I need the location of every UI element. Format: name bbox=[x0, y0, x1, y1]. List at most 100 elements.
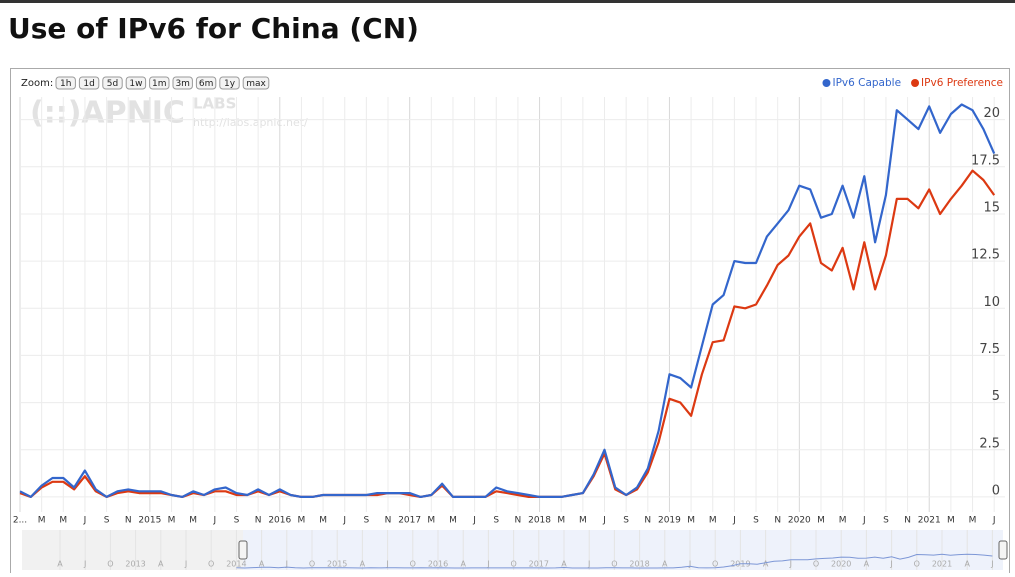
x-tick-label: M bbox=[839, 516, 847, 526]
y-tick-label: 12.5 bbox=[971, 248, 1000, 263]
x-tick-label: J bbox=[992, 516, 996, 526]
x-tick-label: 2016 bbox=[268, 516, 291, 526]
x-tick-label: M bbox=[969, 516, 977, 526]
navigator-handle[interactable] bbox=[998, 540, 1008, 560]
navigator-label: O bbox=[914, 560, 920, 569]
zoom-button-label[interactable]: 1d bbox=[83, 79, 94, 89]
x-tick-label: 2021 bbox=[918, 516, 941, 526]
x-tick-label: S bbox=[493, 516, 499, 526]
x-tick-label: J bbox=[342, 516, 346, 526]
y-tick-label: 20 bbox=[983, 106, 1000, 121]
navigator-label: 2021 bbox=[932, 560, 952, 569]
navigator-label: J bbox=[789, 560, 792, 569]
series-line bbox=[19, 103, 996, 498]
x-tick-label: N bbox=[515, 516, 522, 526]
zoom-button[interactable] bbox=[172, 76, 193, 90]
navigator-label: A bbox=[259, 560, 265, 569]
x-tick-label: M bbox=[449, 516, 457, 526]
navigator-label: J bbox=[285, 560, 288, 569]
navigator-label: J bbox=[688, 560, 691, 569]
navigator-label: J bbox=[184, 560, 187, 569]
zoom-button[interactable] bbox=[125, 76, 147, 90]
y-tick-label: 17.5 bbox=[971, 153, 1000, 168]
navigator-handle[interactable] bbox=[238, 540, 248, 560]
x-tick-label: N bbox=[644, 516, 651, 526]
legend-label[interactable]: IPv6 Preference bbox=[921, 77, 1003, 89]
navigator-line bbox=[236, 553, 993, 569]
page-title: Use of IPv6 for China (CN) bbox=[8, 12, 419, 45]
x-tick-label: S bbox=[753, 516, 759, 526]
x-tick-label: S bbox=[364, 516, 370, 526]
zoom-button-label[interactable]: 6m bbox=[199, 79, 214, 89]
navigator-label: 2017 bbox=[529, 560, 549, 569]
zoom-button[interactable] bbox=[149, 76, 170, 90]
zoom-button[interactable] bbox=[102, 76, 123, 90]
navigator-label: O bbox=[611, 560, 617, 569]
x-tick-label: J bbox=[602, 516, 606, 526]
zoom-label: Zoom: bbox=[21, 78, 53, 89]
x-tick-label: S bbox=[234, 516, 240, 526]
y-tick-label: 7.5 bbox=[979, 342, 1000, 357]
navigator-label: J bbox=[889, 560, 892, 569]
navigator-label: A bbox=[763, 560, 769, 569]
x-tick-label: S bbox=[883, 516, 889, 526]
x-tick-label: 2015 bbox=[138, 516, 161, 526]
x-tick-label: M bbox=[38, 516, 46, 526]
navigator-label: O bbox=[309, 560, 315, 569]
zoom-button-label[interactable]: 5d bbox=[107, 79, 118, 89]
x-tick-label: J bbox=[83, 516, 87, 526]
navigator-label: O bbox=[107, 560, 113, 569]
navigator-label: A bbox=[561, 560, 567, 569]
navigator-label: O bbox=[208, 560, 214, 569]
legend-label[interactable]: IPv6 Capable bbox=[832, 77, 901, 89]
x-tick-label: M bbox=[709, 516, 717, 526]
x-tick-label: S bbox=[623, 516, 629, 526]
x-tick-label: M bbox=[817, 516, 825, 526]
navigator-label: 2018 bbox=[629, 560, 649, 569]
zoom-button[interactable] bbox=[195, 76, 217, 90]
x-tick-label: M bbox=[189, 516, 197, 526]
navigator-label: A bbox=[662, 560, 668, 569]
navigator-label: A bbox=[158, 560, 164, 569]
zoom-button-label[interactable]: 1m bbox=[152, 79, 167, 89]
legend-marker[interactable] bbox=[822, 79, 831, 87]
y-tick-label: 15 bbox=[983, 200, 1000, 215]
navigator-label: 2016 bbox=[428, 560, 448, 569]
zoom-button[interactable] bbox=[55, 76, 76, 90]
x-tick-label: N bbox=[774, 516, 781, 526]
zoom-button-label[interactable]: max bbox=[246, 79, 266, 89]
navigator-label: A bbox=[460, 560, 466, 569]
x-tick-label: 2018 bbox=[528, 516, 551, 526]
navigator-label: 2014 bbox=[226, 560, 246, 569]
legend-marker[interactable] bbox=[911, 79, 920, 87]
zoom-button-label[interactable]: 1w bbox=[129, 79, 142, 89]
navigator-label: A bbox=[57, 560, 63, 569]
x-tick-label: 2... bbox=[13, 516, 27, 526]
x-tick-label: M bbox=[947, 516, 955, 526]
navigator-label: A bbox=[360, 560, 366, 569]
navigator-label: J bbox=[83, 560, 86, 569]
navigator-label: 2013 bbox=[125, 560, 145, 569]
zoom-button[interactable] bbox=[219, 76, 240, 90]
y-tick-label: 0 bbox=[992, 483, 1000, 498]
series-line bbox=[19, 169, 996, 498]
x-tick-label: 2017 bbox=[398, 516, 421, 526]
x-tick-label: M bbox=[168, 516, 176, 526]
x-tick-label: S bbox=[104, 516, 110, 526]
zoom-button-label[interactable]: 3m bbox=[175, 79, 190, 89]
x-tick-label: J bbox=[472, 516, 476, 526]
navigator-label: J bbox=[990, 560, 993, 569]
zoom-button-label[interactable]: 1h bbox=[60, 79, 71, 89]
watermark-url: http://labs.apnic.net/ bbox=[193, 116, 308, 129]
zoom-button[interactable] bbox=[78, 76, 100, 90]
x-tick-label: M bbox=[427, 516, 435, 526]
navigator-label: O bbox=[813, 560, 819, 569]
chart-frame bbox=[10, 68, 1010, 577]
zoom-button-label[interactable]: 1y bbox=[224, 79, 236, 89]
x-tick-label: M bbox=[687, 516, 695, 526]
navigator-label: J bbox=[385, 560, 388, 569]
navigator-label: O bbox=[510, 560, 516, 569]
zoom-button[interactable] bbox=[242, 76, 270, 90]
